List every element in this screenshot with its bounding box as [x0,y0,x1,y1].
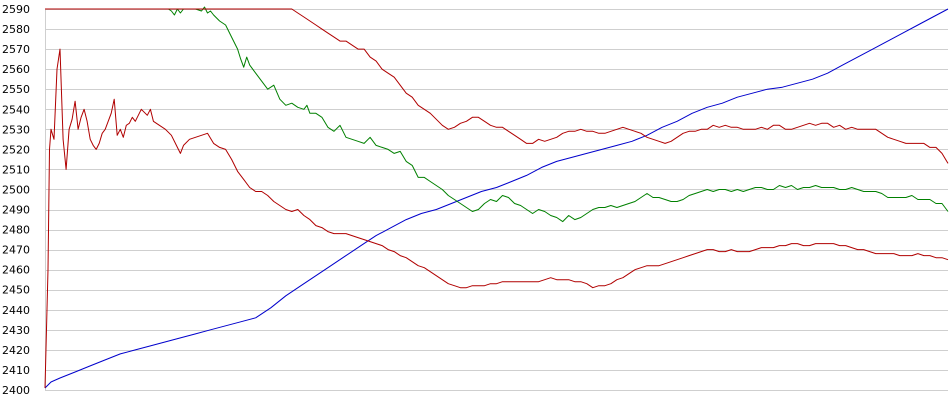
y-tick-label: 2570 [2,43,30,56]
y-tick-label: 2410 [2,364,30,377]
y-tick-label: 2420 [2,344,30,357]
y-tick-label: 2520 [2,143,30,156]
series-line-3 [45,8,949,164]
y-tick-label: 2460 [2,264,30,277]
y-tick-label: 2490 [2,204,30,217]
y-tick-label: 2480 [2,224,30,237]
y-tick-label: 2400 [2,384,30,397]
series-line-4 [44,48,949,389]
y-tick-label: 2440 [2,304,30,317]
y-tick-label: 2500 [2,183,30,196]
y-tick-label: 2430 [2,324,30,337]
y-tick-labels: 2590 2580 2570 2560 2550 2540 2530 2520 2510 2500… [2,3,30,397]
grid-lines [45,9,948,391]
y-tick-label: 2510 [2,163,30,176]
series-line-2 [45,6,949,223]
y-tick-label: 2550 [2,83,30,96]
y-tick-label: 2530 [2,123,30,136]
y-tick-label: 2580 [2,23,30,36]
y-tick-label: 2450 [2,284,30,297]
y-tick-label: 2470 [2,244,30,257]
y-tick-label: 2540 [2,103,30,116]
series-line-1 [44,8,949,389]
y-tick-label: 2560 [2,63,30,76]
series-group [44,6,949,389]
y-tick-label: 2590 [2,3,30,16]
